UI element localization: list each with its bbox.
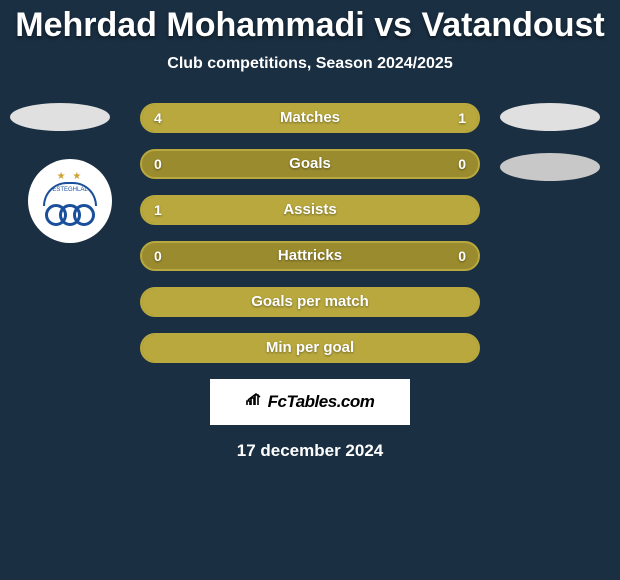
stat-label: Min per goal	[142, 335, 478, 361]
club-badge-left: ★ ★ ESTEGHLAL	[28, 159, 112, 243]
player-photo-right-placeholder	[500, 103, 600, 131]
stat-row: Goals per match	[140, 287, 480, 317]
stat-row: 41Matches	[140, 103, 480, 133]
club-badge-right-placeholder	[500, 153, 600, 181]
stat-bars: 41Matches 00Goals 1Assists 00Hattricks Goals…	[140, 103, 480, 363]
watermark-text: FcTables.com	[268, 392, 375, 412]
club-rings-icon	[45, 204, 95, 228]
stat-label: Goals	[142, 151, 478, 177]
stat-row: 00Hattricks	[140, 241, 480, 271]
comparison-content: ★ ★ ESTEGHLAL 41Matches 00Goals 1Assists 00…	[0, 103, 620, 461]
chart-icon	[246, 392, 264, 411]
stat-label: Assists	[142, 197, 478, 223]
page-subtitle: Club competitions, Season 2024/2025	[0, 55, 620, 73]
page-title: Mehrdad Mohammadi vs Vatandoust	[0, 0, 620, 45]
stat-label: Hattricks	[142, 243, 478, 269]
stat-row: Min per goal	[140, 333, 480, 363]
player-photo-left-placeholder	[10, 103, 110, 131]
club-name-arc: ESTEGHLAL	[43, 182, 97, 206]
date-text: 17 december 2024	[0, 441, 620, 461]
watermark: FcTables.com	[210, 379, 410, 425]
stat-label: Matches	[142, 105, 478, 131]
club-stars-icon: ★ ★	[57, 171, 84, 182]
stat-label: Goals per match	[142, 289, 478, 315]
stat-row: 00Goals	[140, 149, 480, 179]
stat-row: 1Assists	[140, 195, 480, 225]
